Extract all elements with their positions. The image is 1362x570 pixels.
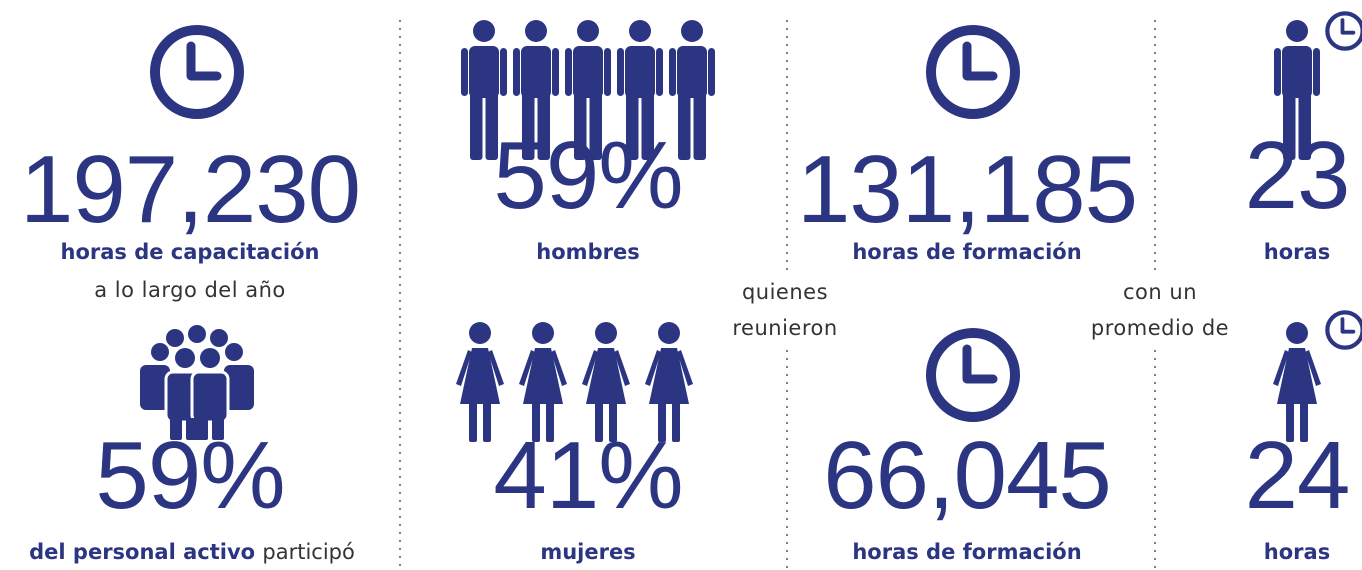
stat-label: horas de formación (852, 540, 1082, 564)
stat-label: horas (1263, 540, 1331, 564)
stat-number: 66,045 (823, 422, 1112, 529)
stat-number: 23 (1244, 122, 1351, 229)
stat-number: 59% (493, 122, 683, 229)
stat-label: horas de formación (852, 240, 1082, 264)
stat-label: mujeres (540, 540, 636, 564)
clock-icon (1327, 312, 1362, 347)
group-icon (140, 325, 254, 440)
clock-icon (155, 30, 239, 114)
stat-label: hombres (536, 240, 640, 264)
stat-label-line: del personal activo participó (29, 542, 355, 563)
clock-icon (931, 30, 1015, 114)
connector-text: con un (1123, 280, 1197, 304)
stat-number: 131,185 (796, 136, 1138, 243)
stat-label: horas de capacitación (60, 240, 320, 264)
stat-number: 41% (493, 422, 683, 529)
clock-icon (931, 333, 1015, 417)
connector-text: promedio de (1090, 316, 1230, 340)
stat-number: 24 (1244, 422, 1351, 529)
stat-number: 59% (95, 422, 285, 529)
connector-text: quienes (741, 280, 829, 304)
stat-note: a lo largo del año (94, 278, 286, 302)
stat-label: horas (1263, 240, 1331, 264)
clock-icon (1327, 13, 1362, 48)
stat-number: 197,230 (19, 136, 361, 243)
connector-text: reunieron (732, 316, 838, 340)
stat-label: del personal activo (29, 540, 256, 564)
stat-note: participó (262, 540, 355, 564)
